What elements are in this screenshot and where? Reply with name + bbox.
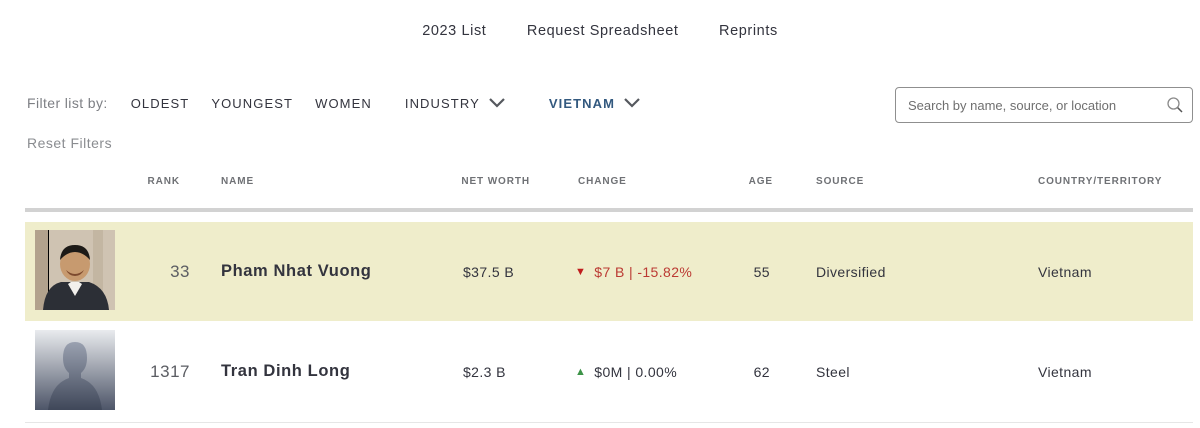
nav-2023-list[interactable]: 2023 List [422, 23, 487, 39]
search-icon[interactable] [1166, 96, 1184, 114]
header-country-territory[interactable]: COUNTRY/TERRITORY [1038, 176, 1163, 187]
profile-photo [35, 230, 115, 310]
net-worth-value: $2.3 B [463, 363, 506, 380]
chevron-down-icon [624, 98, 640, 108]
filter-industry-dropdown[interactable]: INDUSTRY [405, 96, 505, 111]
change-text: $7 B | -15.82% [594, 263, 693, 280]
header-name[interactable]: NAME [221, 176, 255, 187]
filter-location-label: VIETNAM [548, 95, 616, 111]
age-value: 62 [753, 363, 770, 380]
filter-oldest[interactable]: OLDEST [130, 95, 190, 111]
header-change[interactable]: CHANGE [578, 176, 627, 187]
filter-women[interactable]: WOMEN [315, 95, 372, 111]
search-input[interactable] [895, 87, 1193, 123]
filter-industry-label: INDUSTRY [404, 95, 480, 111]
change-text: $0M | 0.00% [594, 363, 678, 380]
source-value: Diversified [816, 263, 886, 280]
country-value: Vietnam [1038, 363, 1092, 380]
header-rank[interactable]: RANK [147, 176, 180, 187]
table-header-row: RANK NAME NET WORTH CHANGE AGE SOURCE CO… [25, 170, 1193, 198]
reset-filters-link[interactable]: Reset Filters [27, 135, 113, 151]
up-arrow-icon: ▲ [575, 365, 587, 378]
nav-reprints[interactable]: Reprints [719, 23, 778, 39]
down-arrow-icon: ▼ [575, 265, 587, 278]
source-value: Steel [816, 363, 850, 380]
profile-photo-placeholder [35, 330, 115, 410]
filter-youngest[interactable]: YOUNGEST [211, 95, 294, 111]
header-source[interactable]: SOURCE [816, 176, 865, 187]
table-row[interactable]: 1317 Tran Dinh Long $2.3 B ▲ $0M | 0.00%… [25, 321, 1193, 423]
filter-location-dropdown[interactable]: VIETNAM [549, 96, 640, 111]
rank-value: 33 [170, 261, 190, 281]
header-net-worth[interactable]: NET WORTH [461, 176, 530, 187]
table-row[interactable]: 33 Pham Nhat Vuong $37.5 B ▼ $7 B | -15.… [25, 222, 1193, 321]
net-worth-value: $37.5 B [463, 263, 515, 280]
header-divider-bar [25, 208, 1193, 212]
rank-value: 1317 [150, 361, 190, 381]
top-nav: 2023 List Request Spreadsheet Reprints [0, 22, 1200, 40]
nav-request-spreadsheet[interactable]: Request Spreadsheet [526, 23, 679, 39]
filter-bar-label: Filter list by: [27, 95, 108, 111]
search-box [895, 87, 1193, 123]
age-value: 55 [753, 263, 770, 280]
chevron-down-icon [489, 98, 505, 108]
filter-bar: Filter list by: OLDEST YOUNGEST WOMEN IN… [27, 95, 684, 111]
billionaire-name[interactable]: Tran Dinh Long [221, 362, 351, 380]
country-value: Vietnam [1038, 263, 1092, 280]
header-age[interactable]: AGE [748, 176, 773, 187]
change-value: ▼ $7 B | -15.82% [575, 222, 692, 321]
billionaire-name[interactable]: Pham Nhat Vuong [221, 262, 372, 280]
change-value: ▲ $0M | 0.00% [575, 321, 677, 422]
